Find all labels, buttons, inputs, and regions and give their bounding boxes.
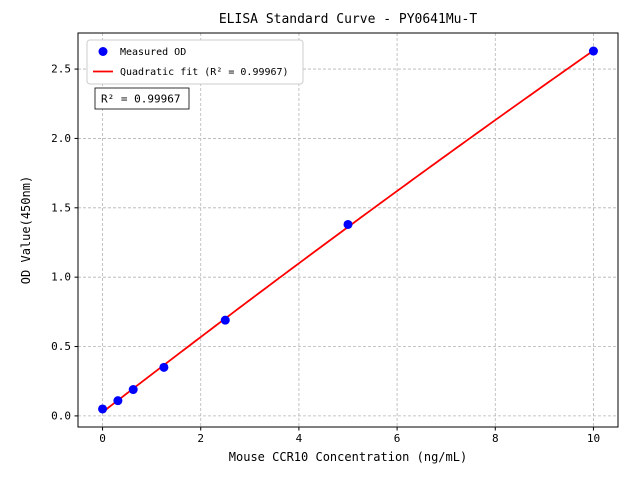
data-point: [220, 315, 230, 325]
annotation-frame: [94, 87, 190, 110]
data-layer: [98, 46, 598, 414]
r-squared-annotation: R² = 0.99967: [94, 87, 190, 110]
data-point: [159, 362, 169, 372]
grid-layer: [78, 33, 618, 427]
data-point: [128, 385, 138, 395]
plot-frame: [77, 32, 619, 428]
x-tick-label: 2: [197, 432, 204, 445]
y-tick-label: 2.5: [51, 63, 71, 76]
data-point: [588, 46, 598, 56]
x-tick-label: 0: [99, 432, 106, 445]
legend-label-fit: Quadratic fit (R² = 0.99967): [120, 67, 289, 78]
x-tick-label: 10: [587, 432, 600, 445]
x-tick-label: 4: [296, 432, 303, 445]
data-point: [343, 219, 353, 229]
legend-label-measured: Measured OD: [120, 47, 186, 58]
x-axis-label: Mouse CCR10 Concentration (ng/mL): [229, 450, 467, 464]
tick-layer: 0 2 4 6 8 10 0.0 0.5 1.0 1.5 2.0 2.5: [51, 63, 600, 445]
y-tick-label: 1.0: [51, 271, 71, 284]
y-tick-label: 0.5: [51, 340, 71, 353]
y-tick-label: 0.0: [51, 409, 71, 422]
legend: Measured OD Quadratic fit (R² = 0.99967): [86, 39, 304, 85]
y-axis-label: OD Value(450nm): [19, 176, 33, 284]
measured-od-marker-icon: [98, 47, 108, 56]
annotation-text: R² = 0.99967: [101, 93, 180, 106]
x-tick-label: 6: [394, 432, 401, 445]
chart-title: ELISA Standard Curve - PY0641Mu-T: [219, 12, 477, 27]
legend-frame: [86, 39, 304, 85]
y-tick-label: 2.0: [51, 132, 71, 145]
y-tick-label: 1.5: [51, 201, 71, 214]
x-tick-label: 8: [492, 432, 499, 445]
data-point: [98, 404, 108, 414]
data-point: [113, 396, 123, 406]
